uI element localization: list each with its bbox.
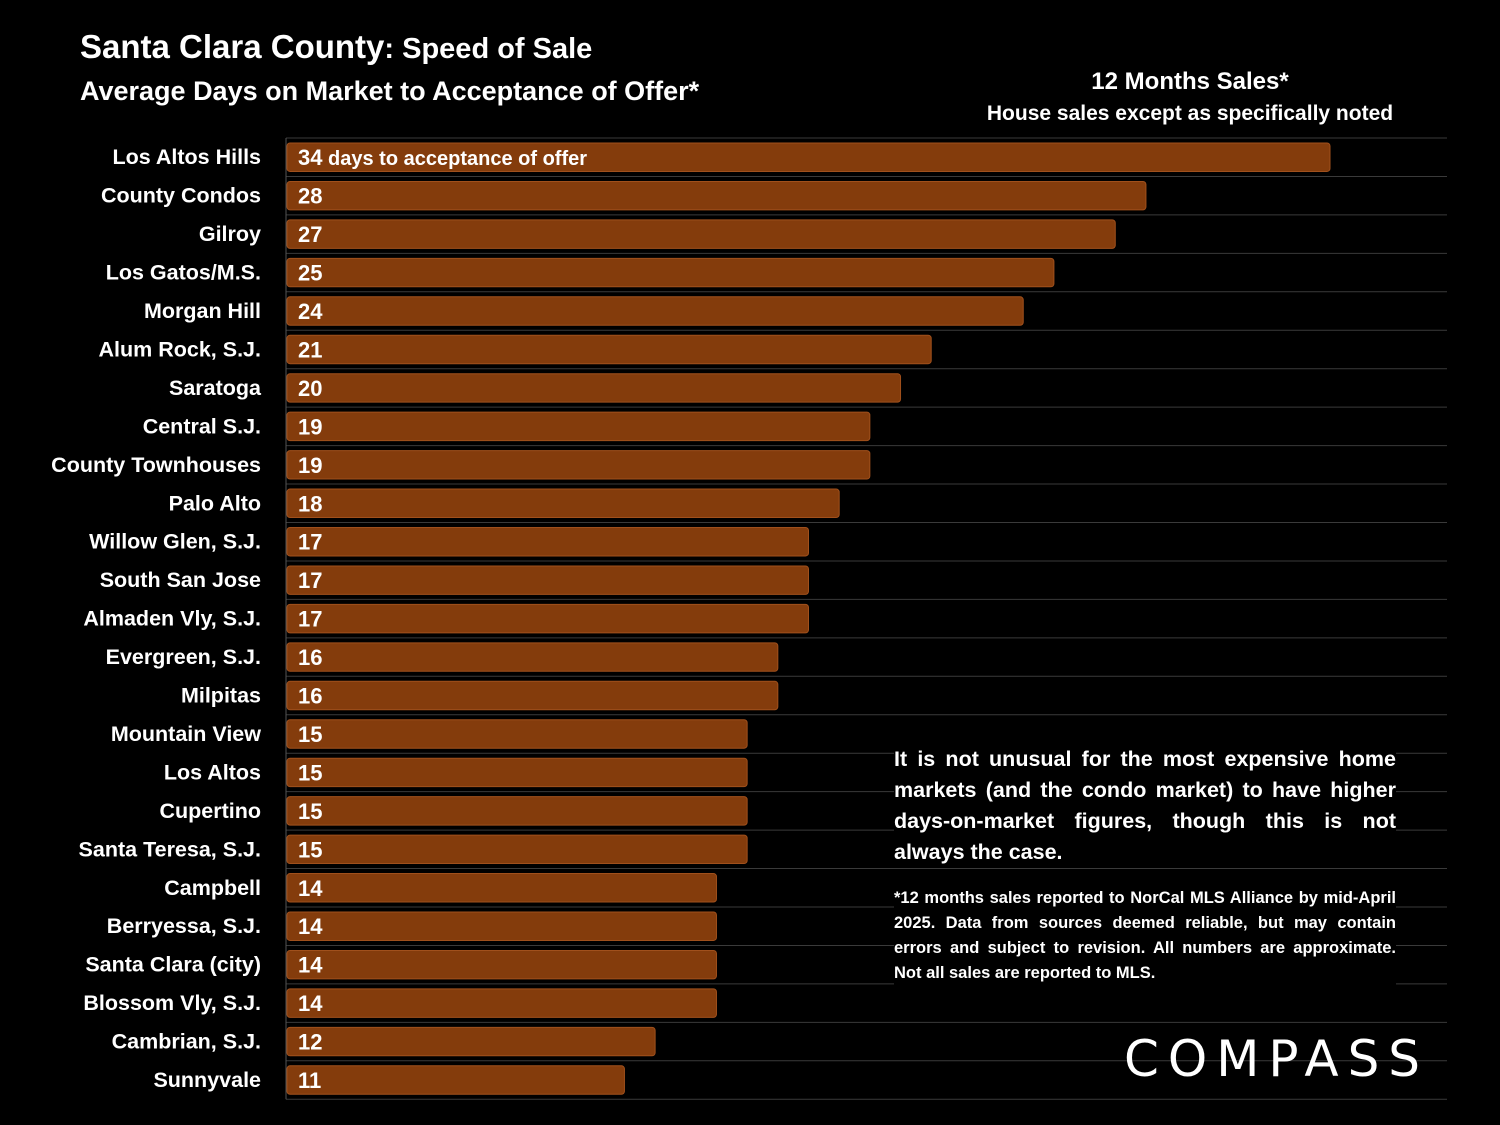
data-label: 24: [298, 299, 323, 324]
bar: [286, 180, 1147, 211]
bar: [286, 334, 932, 365]
bar: [286, 257, 1055, 288]
data-label: 15: [298, 760, 322, 785]
data-label: 16: [298, 684, 322, 709]
bar: [286, 219, 1116, 249]
data-label: 19: [298, 414, 322, 439]
data-label: 21: [298, 337, 322, 362]
category-label: Santa Teresa, S.J.: [79, 837, 261, 861]
bar: [286, 603, 809, 634]
data-label: 25: [298, 261, 322, 286]
category-label: Almaden Vly, S.J.: [83, 607, 261, 631]
period-subtitle: House sales except as specifically noted: [986, 102, 1394, 125]
bar: [286, 565, 809, 595]
data-label: 14: [298, 876, 323, 901]
category-label: Palo Alto: [169, 491, 261, 515]
bar: [286, 873, 717, 903]
category-label: South San Jose: [100, 568, 261, 592]
category-label: Mountain View: [111, 722, 261, 746]
bar: [286, 642, 779, 672]
data-label: 15: [298, 799, 322, 824]
category-label: Berryessa, S.J.: [107, 914, 261, 938]
commentary-note: It is not unusual for the most expensive…: [894, 744, 1396, 868]
category-label: Gilroy: [199, 222, 261, 246]
data-label: 17: [298, 568, 322, 593]
category-label: Milpitas: [181, 684, 261, 708]
data-label: 12: [298, 1030, 322, 1055]
data-label: 15: [298, 837, 322, 862]
bar: [286, 296, 1024, 326]
footnote: *12 months sales reported to NorCal MLS …: [894, 886, 1396, 986]
title-separator: :: [384, 33, 403, 65]
category-label: County Condos: [101, 184, 261, 208]
data-label: 28: [298, 184, 322, 209]
data-label: 11: [298, 1068, 321, 1093]
category-label: Santa Clara (city): [85, 953, 261, 977]
bar: [286, 911, 717, 941]
bar: [286, 373, 902, 403]
category-label: Evergreen, S.J.: [106, 645, 261, 669]
data-label: 19: [298, 453, 322, 478]
category-label: Los Altos: [164, 760, 261, 784]
category-label: County Townhouses: [51, 453, 261, 477]
bar: [286, 757, 748, 788]
bar: [286, 949, 717, 980]
category-label: Alum Rock, S.J.: [99, 337, 262, 361]
bar: [286, 1026, 656, 1057]
bar: [286, 411, 871, 442]
category-label: Los Altos Hills: [112, 145, 261, 169]
bar: [286, 142, 1331, 172]
category-label: Morgan Hill: [144, 299, 261, 323]
bar: [286, 796, 748, 826]
bar: [286, 719, 748, 749]
compass-logo: COMPASS: [1124, 1030, 1430, 1088]
chart-title: Santa Clara County: Speed of Sale: [80, 28, 592, 66]
category-label: Central S.J.: [143, 414, 261, 438]
data-label: 17: [298, 607, 322, 632]
bar: [286, 1065, 625, 1095]
data-label: 34 days to acceptance of offer: [298, 145, 587, 170]
bar: [286, 488, 840, 518]
data-label: 15: [298, 722, 322, 747]
bar: [286, 834, 748, 865]
category-label: Willow Glen, S.J.: [89, 530, 261, 554]
bar: [286, 450, 871, 480]
data-label: 17: [298, 530, 322, 555]
data-label: 27: [298, 222, 322, 247]
data-label: 14: [298, 991, 323, 1016]
title-main: Santa Clara County: [80, 28, 385, 65]
title-sub: Speed of Sale: [402, 33, 593, 65]
bar: [286, 527, 809, 557]
data-label: 14: [298, 953, 323, 978]
data-label: 18: [298, 491, 322, 516]
category-label: Los Gatos/M.S.: [106, 261, 261, 285]
data-label: 20: [298, 376, 322, 401]
period-title: 12 Months Sales*: [1091, 68, 1289, 95]
category-label: Cambrian, S.J.: [112, 1030, 261, 1054]
category-label: Blossom Vly, S.J.: [83, 991, 261, 1015]
chart-subtitle: Average Days on Market to Acceptance of …: [80, 76, 700, 106]
data-label: 16: [298, 645, 322, 670]
category-label: Campbell: [164, 876, 261, 900]
bar: [286, 680, 779, 711]
category-label: Cupertino: [159, 799, 261, 823]
category-label: Sunnyvale: [153, 1068, 261, 1092]
category-label: Saratoga: [169, 376, 262, 400]
data-label: 14: [298, 914, 323, 939]
bar: [286, 988, 717, 1018]
